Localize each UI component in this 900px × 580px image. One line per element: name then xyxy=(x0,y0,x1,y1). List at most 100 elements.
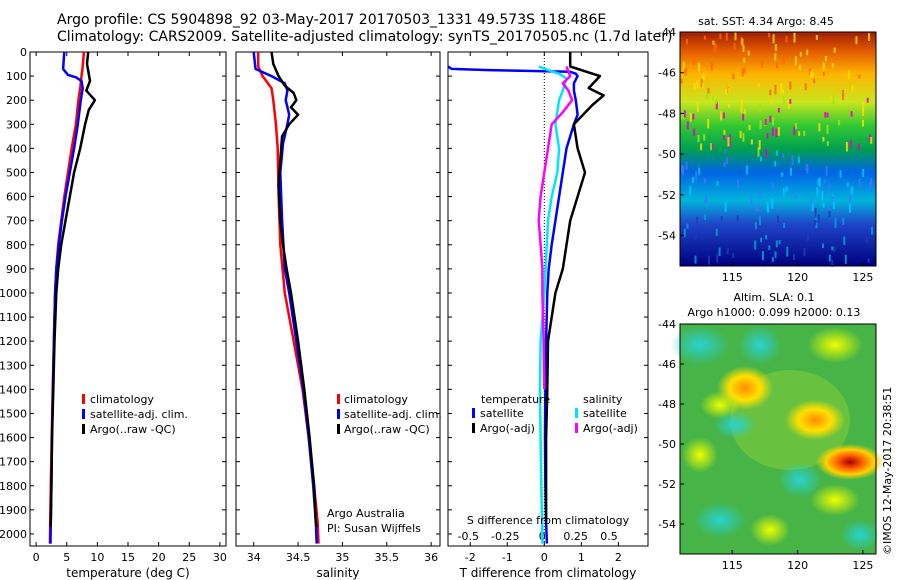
sst-speckle-mark xyxy=(797,156,800,164)
temperature-axes xyxy=(29,51,227,547)
sst-speckle-mark xyxy=(685,161,688,170)
sst-speckle-mark xyxy=(817,214,820,224)
difference-xlabel-top: S difference from climatology xyxy=(467,514,630,527)
sst-speckle-mark xyxy=(785,35,788,43)
sst-speckle-mark xyxy=(774,84,777,95)
sst-speckle-mark xyxy=(821,191,824,201)
map-y-tick-label: -50 xyxy=(658,438,676,451)
sst-speckle-mark xyxy=(686,39,688,45)
sst-speckle-mark xyxy=(766,230,769,236)
sst-speckle-mark xyxy=(838,119,841,126)
sst-speckle-mark xyxy=(849,196,851,202)
x-tick-label: 30 xyxy=(213,551,227,564)
x-tick-label: 15 xyxy=(121,551,135,564)
sst-speckle-mark xyxy=(715,44,718,49)
temperature-xlabel: temperature (deg C) xyxy=(66,566,189,580)
y-tick-label: 1000 xyxy=(0,287,27,300)
map-y-tick-label: -50 xyxy=(658,148,676,161)
sst-speckle-mark xyxy=(772,34,775,44)
sst-speckle-mark xyxy=(870,136,873,144)
sst-speckle-mark xyxy=(759,103,762,111)
sst-speckle-mark xyxy=(712,40,715,45)
series-line xyxy=(537,66,574,390)
sla-frame xyxy=(679,323,877,555)
sla-blob xyxy=(778,462,822,498)
y-tick-label: 900 xyxy=(6,263,27,276)
sst-speckle-mark xyxy=(804,83,807,91)
sst-speckle-mark xyxy=(826,141,829,146)
map-y-tick-label: -44 xyxy=(658,26,676,39)
sst-speckle-mark xyxy=(851,84,854,93)
map-x-tick-label: 115 xyxy=(722,271,743,284)
sst-speckle-mark xyxy=(789,99,792,104)
sst-speckle-mark xyxy=(712,95,715,101)
sst-speckle-mark xyxy=(790,167,792,176)
sst-speckle-mark xyxy=(728,134,731,142)
x-top-tick-label: -0.5 xyxy=(457,530,478,543)
sst-speckle-mark xyxy=(742,114,745,121)
sst-speckle-mark xyxy=(783,96,786,105)
y-tick-label: 1700 xyxy=(0,456,27,469)
sst-speckle-mark xyxy=(695,170,698,181)
temperature-legend: climatology satellite-adj. clim. Argo(..… xyxy=(82,393,188,436)
sst-speckle-mark xyxy=(810,70,812,78)
sst-speckle-mark xyxy=(775,128,778,138)
sst-speckle-mark xyxy=(815,35,818,40)
sst-speckle-mark xyxy=(824,112,827,118)
sst-speckle-mark xyxy=(732,73,735,80)
sst-speckle-mark xyxy=(754,222,757,230)
x-tick-label: 1 xyxy=(578,551,585,564)
sst-speckle-mark xyxy=(795,122,797,129)
sst-speckle-mark xyxy=(771,127,774,136)
sst-map-title: sat. SST: 4.34 Argo: 8.45 xyxy=(698,15,834,28)
series-group xyxy=(448,52,605,544)
sst-speckle-mark xyxy=(762,251,764,261)
series-line xyxy=(544,52,605,522)
sst-speckle-mark xyxy=(794,194,797,200)
sla-map: 115 120 125 -44 -46 -48 -50 -52 -54 xyxy=(658,318,884,572)
map-x-tick-label: 120 xyxy=(787,559,808,572)
sst-speckle-mark xyxy=(771,257,774,262)
sst-speckle-mark xyxy=(822,243,824,249)
sst-speckle-mark xyxy=(765,148,768,158)
sst-speckle-mark xyxy=(845,141,848,152)
salinity-xlabel: salinity xyxy=(316,566,359,580)
sla-blob xyxy=(750,514,790,546)
sst-speckle-mark xyxy=(769,89,772,96)
sst-speckle-mark xyxy=(757,221,760,230)
sst-speckle-mark xyxy=(823,179,826,184)
sla-axes: 115 120 125 -44 -46 -48 -50 -52 -54 xyxy=(658,318,873,572)
sst-speckle-mark xyxy=(787,99,790,109)
sst-speckle-mark xyxy=(683,110,686,118)
sst-speckle-mark xyxy=(692,55,695,65)
x-tick-label: 0 xyxy=(541,551,548,564)
sst-speckle-mark xyxy=(707,118,710,129)
sst-speckle-mark xyxy=(776,150,778,156)
sst-speckle-mark xyxy=(828,254,831,262)
sst-speckle-mark xyxy=(682,61,685,69)
sst-speckle-mark xyxy=(698,167,701,175)
sst-speckle-mark xyxy=(839,170,842,178)
y-tick-label: 700 xyxy=(6,215,27,228)
sst-speckle-mark xyxy=(831,246,834,251)
sst-speckle-mark xyxy=(692,177,695,183)
sst-speckle-mark xyxy=(740,104,743,113)
sst-speckle-mark xyxy=(831,196,834,203)
salinity-plot: 34 34.5 35 35.5 36 xyxy=(236,51,440,564)
sst-speckle-mark xyxy=(703,35,706,40)
sst-speckle-mark xyxy=(862,119,864,127)
sst-speckle-mark xyxy=(693,83,696,91)
legend-swatch-argo xyxy=(82,424,85,434)
y-tick-label: 0 xyxy=(20,46,27,59)
sst-speckle-mark xyxy=(747,50,750,56)
sst-speckle-mark xyxy=(833,47,836,53)
map-y-tick-label: -48 xyxy=(658,107,676,120)
sst-speckle-mark xyxy=(716,253,719,264)
sst-speckle-mark xyxy=(728,87,731,93)
sst-speckle-mark xyxy=(823,189,826,195)
sst-speckle-mark xyxy=(822,62,825,71)
temperature-plot: 0 5 10 15 20 25 300100200300400500600700800900… xyxy=(0,46,227,564)
sst-speckle-mark xyxy=(793,126,796,136)
sst-speckle-mark xyxy=(718,247,721,257)
sst-speckle-mark xyxy=(736,215,739,222)
